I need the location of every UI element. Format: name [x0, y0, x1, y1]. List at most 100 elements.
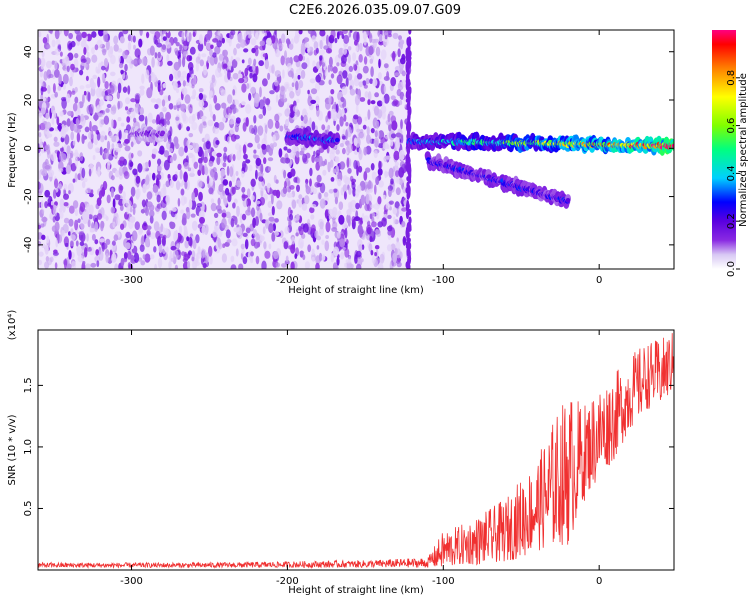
noise-speck [76, 246, 80, 252]
noise-speck [266, 37, 272, 46]
noise-speck [383, 37, 389, 47]
noise-speck [160, 187, 166, 198]
noise-speck [331, 227, 338, 232]
noise-speck [383, 76, 390, 81]
noise-speck [342, 135, 347, 140]
noise-speck [120, 223, 125, 230]
noise-speck [45, 60, 52, 69]
noise-speck [130, 186, 136, 197]
noise-speck [208, 160, 214, 167]
noise-speck [45, 112, 49, 120]
noise-speck [94, 239, 99, 245]
noise-speck [263, 157, 267, 165]
noise-speck [262, 53, 268, 58]
noise-speck [88, 168, 92, 177]
noise-speck [101, 65, 106, 71]
noise-speck [336, 74, 343, 85]
noise-speck [184, 180, 188, 190]
noise-speck [394, 72, 400, 77]
noise-speck [309, 167, 313, 177]
noise-speck [39, 138, 43, 150]
noise-speck [149, 45, 155, 56]
noise-speck [89, 106, 93, 114]
noise-speck [307, 95, 313, 107]
noise-speck [264, 98, 271, 106]
noise-speck [47, 96, 51, 103]
noise-speck [175, 42, 180, 47]
noise-speck [378, 34, 383, 43]
noise-speck [139, 85, 145, 90]
noise-speck [347, 167, 352, 174]
noise-speck [70, 150, 74, 159]
noise-speck [305, 185, 311, 195]
noise-speck [251, 47, 256, 54]
y-tick-label: 0.5 [23, 501, 34, 517]
noise-speck [184, 240, 189, 249]
noise-speck [87, 219, 91, 228]
noise-speck [330, 89, 335, 95]
noise-speck [110, 71, 116, 77]
noise-speck [145, 237, 150, 248]
noise-speck [118, 62, 124, 69]
noise-speck [118, 130, 122, 140]
noise-speck [38, 251, 44, 257]
noise-speck [225, 211, 231, 219]
noise-speck [38, 224, 42, 229]
noise-speck [329, 159, 334, 168]
noise-speck [240, 243, 245, 250]
noise-boundary-speck [405, 154, 409, 161]
noise-speck [51, 39, 56, 48]
noise-speck [165, 41, 172, 49]
noise-speck [134, 93, 141, 100]
noise-speck [392, 51, 396, 62]
noise-speck [340, 96, 345, 103]
noise-speck [56, 116, 60, 126]
noise-speck [284, 259, 290, 266]
noise-speck [399, 40, 404, 50]
noise-speck [307, 244, 312, 253]
noise-speck [245, 159, 251, 164]
noise-speck [191, 154, 196, 164]
noise-speck [363, 215, 370, 223]
noise-speck [383, 85, 387, 94]
noise-speck [178, 146, 185, 157]
noise-speck [233, 198, 238, 204]
noise-speck [236, 226, 243, 236]
noise-speck [128, 263, 134, 269]
noise-speck [139, 88, 145, 96]
noise-speck [313, 49, 318, 56]
noise-speck [40, 93, 44, 101]
spectrogram-ylabel: Frequency (Hz) [7, 112, 18, 188]
noise-speck [302, 56, 306, 61]
noise-speck [68, 157, 72, 168]
noise-speck [289, 185, 295, 190]
noise-speck [247, 205, 251, 213]
noise-speck [52, 110, 57, 119]
noise-speck [238, 144, 242, 153]
noise-speck [188, 250, 192, 256]
noise-speck [54, 30, 60, 40]
spectrogram-xlabel: Height of straight line (km) [288, 285, 424, 296]
x-tick-label: -200 [276, 275, 299, 286]
noise-speck [356, 263, 362, 269]
noise-speck [366, 30, 370, 36]
noise-speck [293, 55, 300, 63]
noise-speck [274, 80, 279, 87]
noise-speck [69, 76, 73, 87]
noise-speck [67, 110, 74, 117]
noise-speck [181, 70, 187, 78]
noise-speck [111, 143, 115, 150]
noise-speck [366, 180, 374, 191]
noise-speck [120, 257, 125, 267]
noise-speck [343, 191, 347, 200]
noise-speck [127, 41, 132, 51]
noise-speck [232, 154, 236, 162]
noise-speck [309, 117, 312, 128]
noise-speck [227, 192, 232, 203]
noise-speck [159, 89, 164, 96]
noise-speck [327, 124, 331, 130]
noise-speck [203, 65, 208, 76]
noise-speck [184, 145, 188, 153]
noise-boundary-speck [406, 232, 410, 243]
noise-speck [63, 217, 70, 224]
